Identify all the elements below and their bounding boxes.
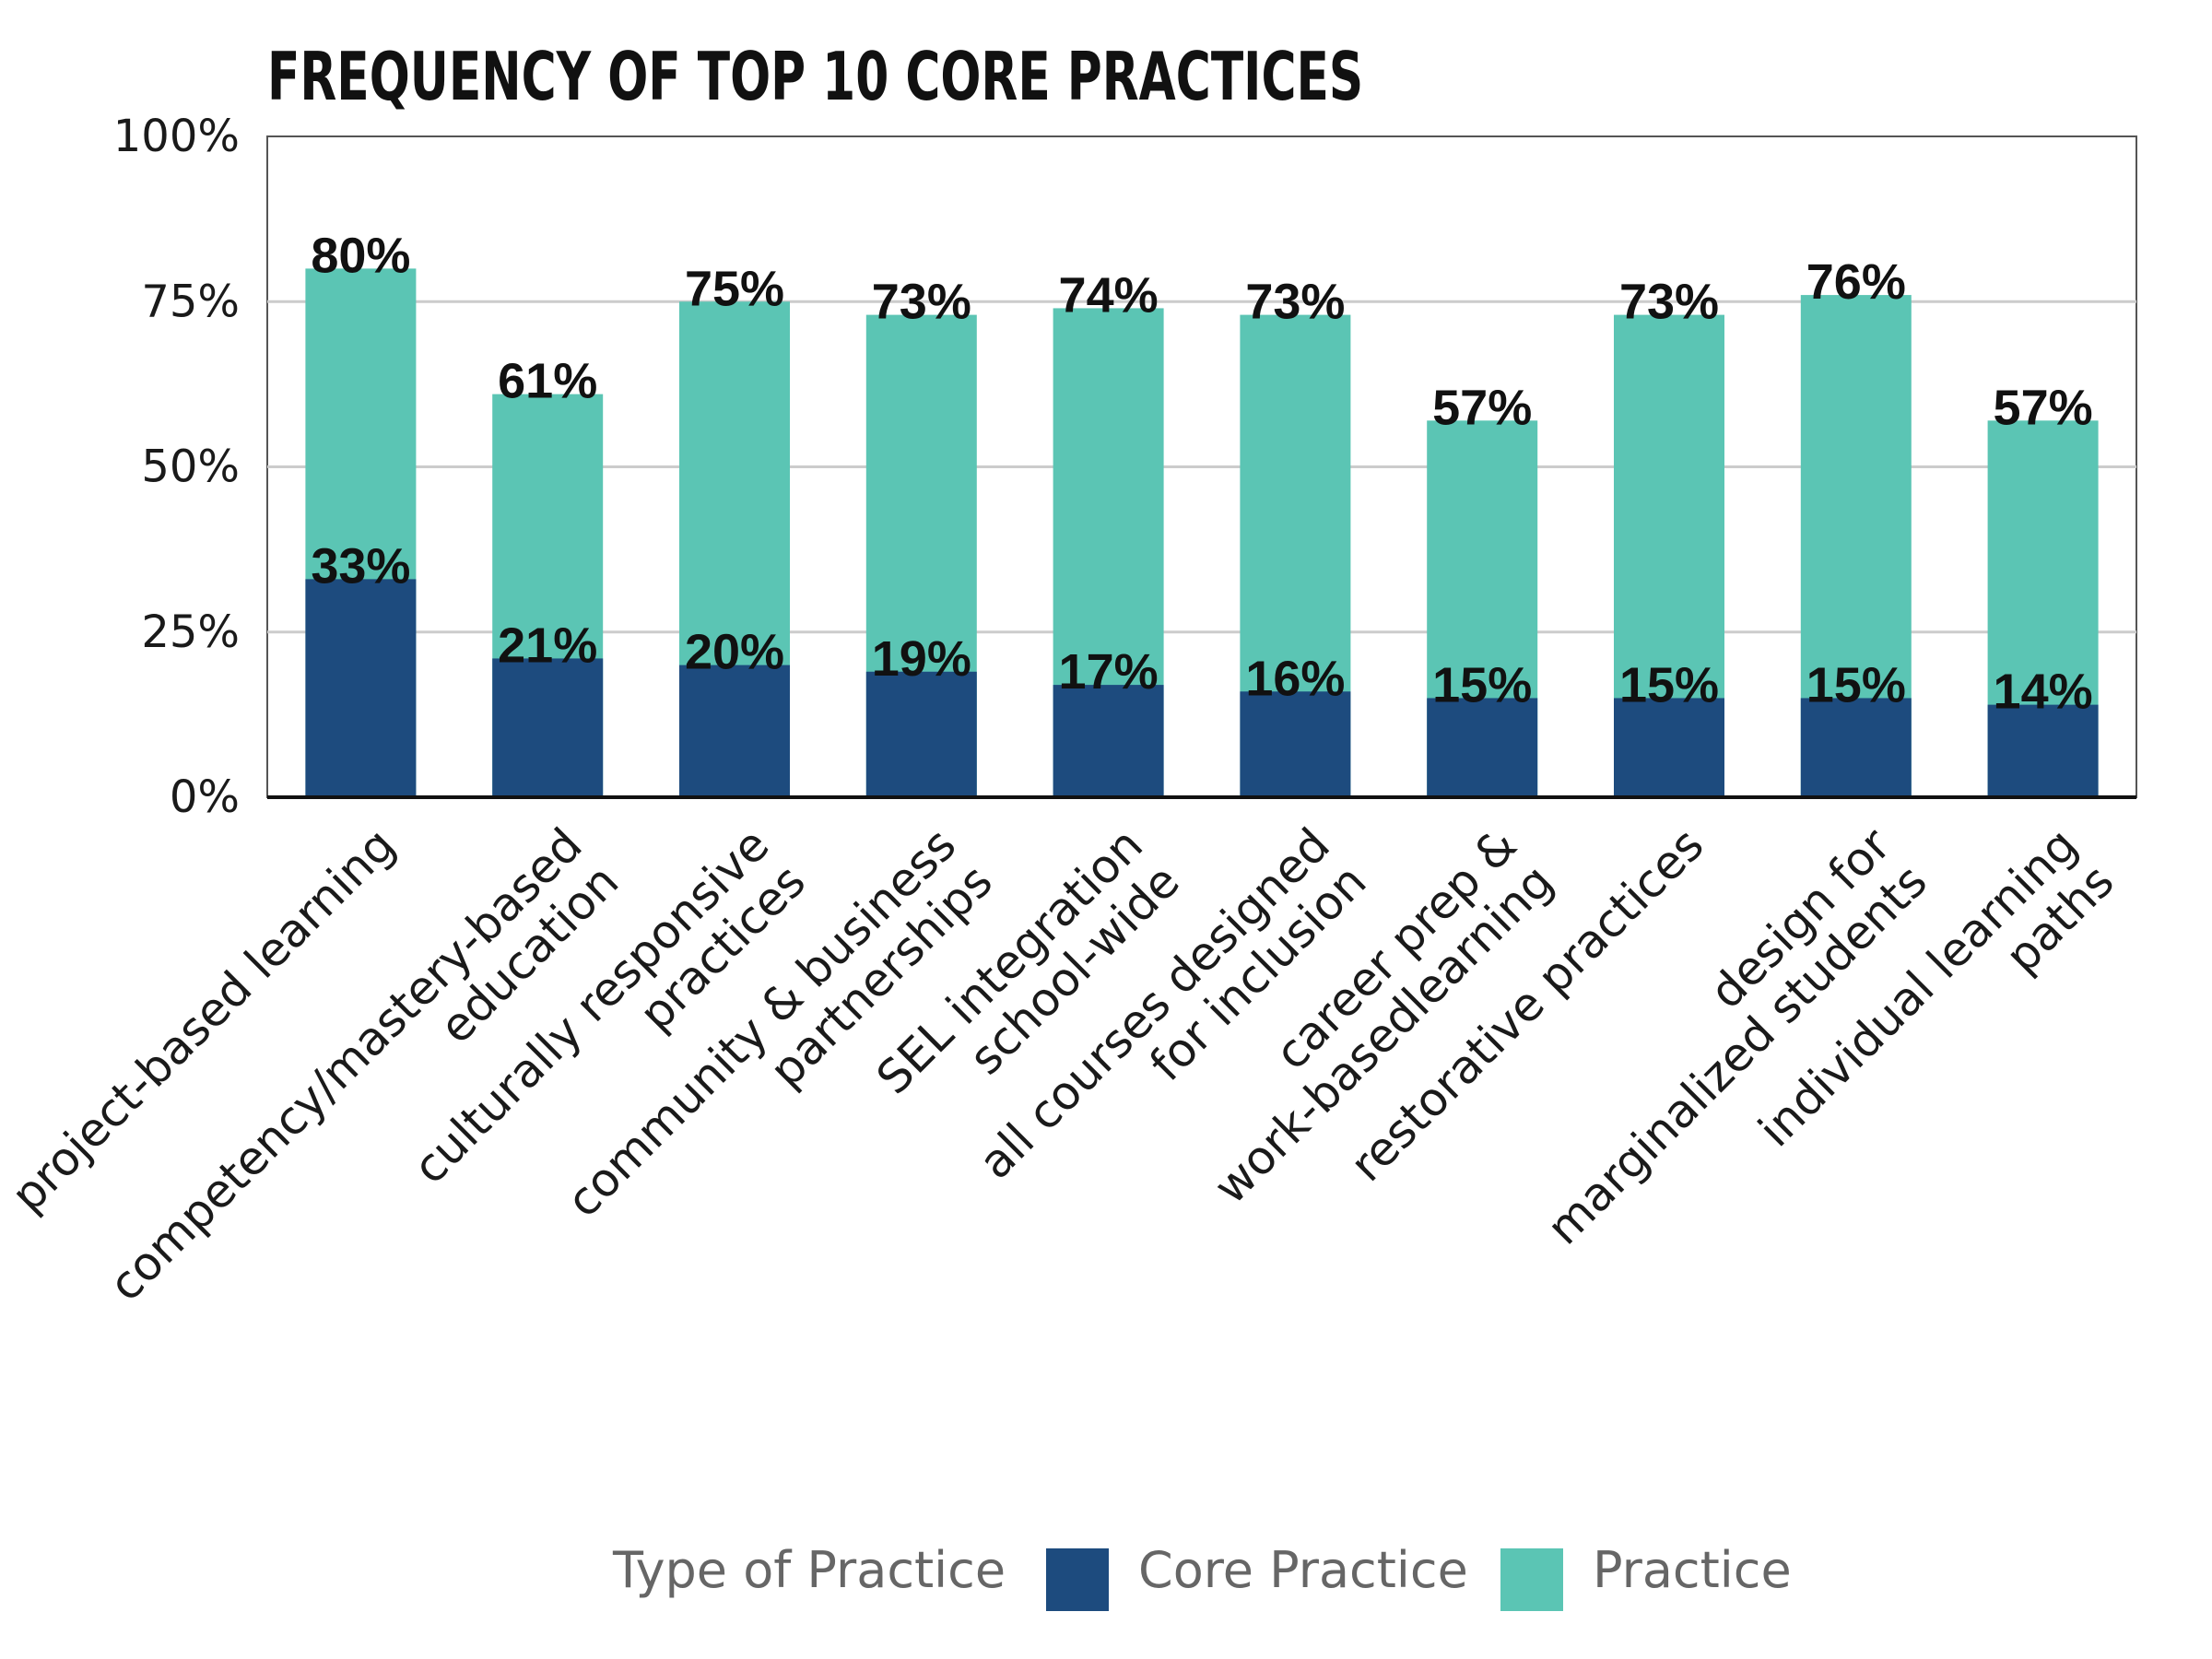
core-practice-value-label: 15%	[1619, 657, 1719, 712]
y-tick-label: 75%	[141, 276, 240, 327]
practice-value-label: 76%	[1806, 254, 1906, 310]
core-practice-value-label: 20%	[685, 625, 784, 680]
legend-label-1: Core Practice	[1138, 1541, 1468, 1599]
y-tick-label: 50%	[141, 441, 240, 493]
legend: Type of Practice Core Practice Practice	[612, 1541, 1792, 1611]
core-practice-value-label: 15%	[1806, 657, 1906, 712]
legend-title: Type of Practice	[612, 1541, 1006, 1599]
core-practice-value-label: 16%	[1245, 651, 1345, 706]
core-practice-bar-2	[492, 658, 604, 797]
practice-value-label: 75%	[685, 261, 784, 316]
x-axis-labels: project-based learningcompetency/mastery…	[1, 818, 2124, 1312]
core-practice-bar-3	[679, 665, 790, 797]
core-practice-bar-1	[305, 579, 417, 797]
legend-swatch-1	[1046, 1548, 1109, 1611]
practice-value-label: 74%	[1059, 267, 1159, 323]
core-practice-bar-4	[865, 671, 977, 797]
practice-value-label: 73%	[872, 275, 971, 330]
practice-value-label: 61%	[498, 354, 597, 409]
practice-value-label: 57%	[1432, 380, 1532, 435]
y-tick-label: 25%	[141, 606, 240, 658]
core-practice-value-label: 33%	[311, 538, 410, 594]
practice-value-label: 73%	[1245, 275, 1345, 330]
core-practice-value-label: 19%	[872, 631, 971, 687]
core-practice-bar-9	[1800, 698, 1912, 797]
y-tick-label: 100%	[113, 111, 240, 162]
core-practice-value-label: 21%	[498, 618, 597, 673]
y-axis-ticks: 0% 25% 50% 75% 100%	[113, 111, 240, 823]
practice-value-label: 80%	[311, 228, 410, 283]
y-tick-label: 0%	[170, 771, 240, 823]
core-practice-bar-7	[1427, 698, 1538, 797]
core-practice-bar-5	[1053, 685, 1164, 797]
practice-value-label: 73%	[1619, 275, 1719, 330]
practice-value-label: 57%	[1994, 380, 2093, 435]
x-category-label: project-based learning	[1, 818, 406, 1222]
core-practice-value-label: 17%	[1059, 644, 1159, 700]
core-practice-value-label: 14%	[1994, 665, 2093, 720]
core-practice-bar-8	[1614, 698, 1724, 797]
legend-swatch-2	[1500, 1548, 1563, 1611]
bar-labels: 80% 61% 75% 73% 74% 73% 57% 73% 76% 57% 33% 21% 20% 1…	[311, 228, 2092, 719]
bars	[305, 268, 2099, 798]
core-practice-bar-10	[1987, 704, 2099, 797]
chart-title: FREQUENCY OF TOP 10 CORE PRACTICES	[267, 38, 1363, 115]
core-practice-bar-6	[1240, 691, 1351, 797]
legend-label-2: Practice	[1593, 1541, 1792, 1599]
core-practice-value-label: 15%	[1432, 657, 1532, 712]
